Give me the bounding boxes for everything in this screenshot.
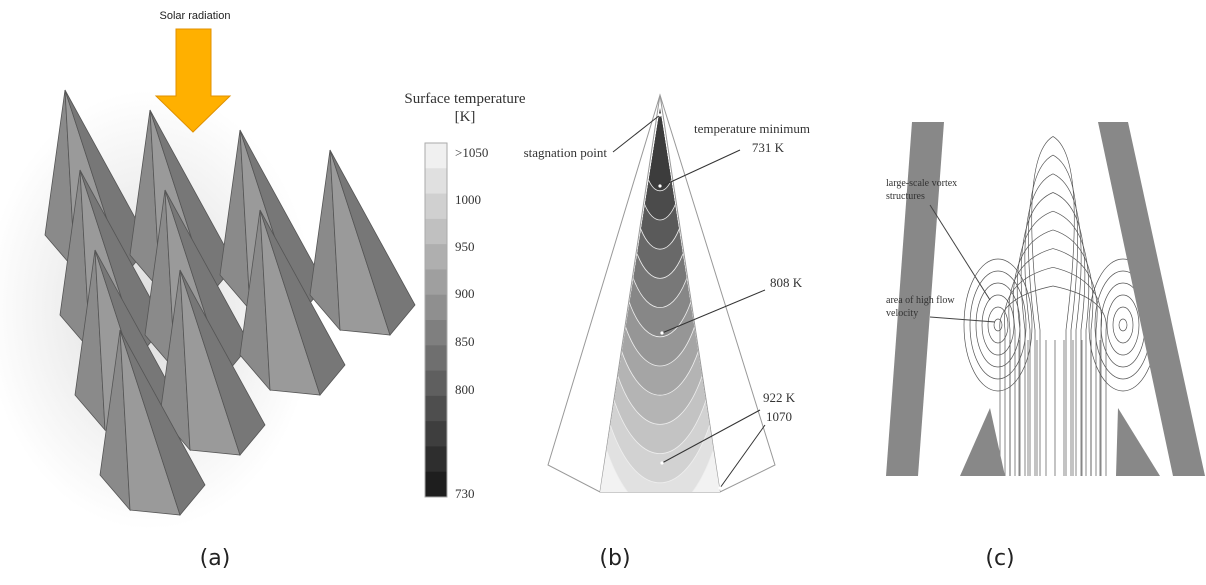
marker xyxy=(658,184,661,187)
legend-label: 850 xyxy=(455,334,475,349)
annotation: velocity xyxy=(886,308,918,319)
colorbar-band xyxy=(425,421,447,447)
page: Solar radiation (a) Surface temperature … xyxy=(0,0,1206,585)
annotation: 808 K xyxy=(770,275,803,290)
colorbar: >1050 1000 950 900 850 800 730 xyxy=(425,143,488,501)
annotation: large-scale vortex xyxy=(886,178,957,189)
colorbar-band xyxy=(425,143,447,169)
annotation: 922 K xyxy=(763,390,796,405)
annotation: stagnation point xyxy=(524,145,608,160)
marker xyxy=(660,461,663,464)
colorbar-band xyxy=(425,194,447,220)
legend-label: 900 xyxy=(455,286,475,301)
marker xyxy=(658,113,661,116)
legend-label: 1000 xyxy=(455,192,481,207)
caption: (b) xyxy=(599,546,630,571)
legend-title: [K] xyxy=(455,109,476,125)
colorbar-band xyxy=(425,446,447,472)
colorbar-band xyxy=(425,219,447,245)
legend-label: 800 xyxy=(455,382,475,397)
colorbar-band xyxy=(425,320,447,346)
contours xyxy=(590,100,730,512)
annotation: 1070 xyxy=(766,409,792,424)
colorbar-band xyxy=(425,472,447,498)
legend-label: 730 xyxy=(455,486,475,501)
arrow-label: Solar radiation xyxy=(160,10,231,22)
legend-label: >1050 xyxy=(455,145,488,160)
figure: Solar radiation (a) Surface temperature … xyxy=(0,0,1206,585)
annotation: structures xyxy=(886,191,925,202)
colorbar-band xyxy=(425,168,447,194)
caption: (c) xyxy=(985,546,1014,571)
colorbar-band xyxy=(425,269,447,295)
legend-title: Surface temperature xyxy=(404,91,526,107)
legend-label: 950 xyxy=(455,239,475,254)
marker xyxy=(660,331,663,334)
colorbar-band xyxy=(425,295,447,321)
caption: (a) xyxy=(200,546,231,571)
annotation: temperature minimum xyxy=(694,121,810,136)
marker xyxy=(718,486,721,489)
colorbar-band xyxy=(425,244,447,270)
colorbar-band xyxy=(425,371,447,397)
annotation: area of high flow xyxy=(886,295,955,306)
annotation: 731 K xyxy=(752,140,785,155)
colorbar-band xyxy=(425,396,447,422)
colorbar-band xyxy=(425,345,447,371)
